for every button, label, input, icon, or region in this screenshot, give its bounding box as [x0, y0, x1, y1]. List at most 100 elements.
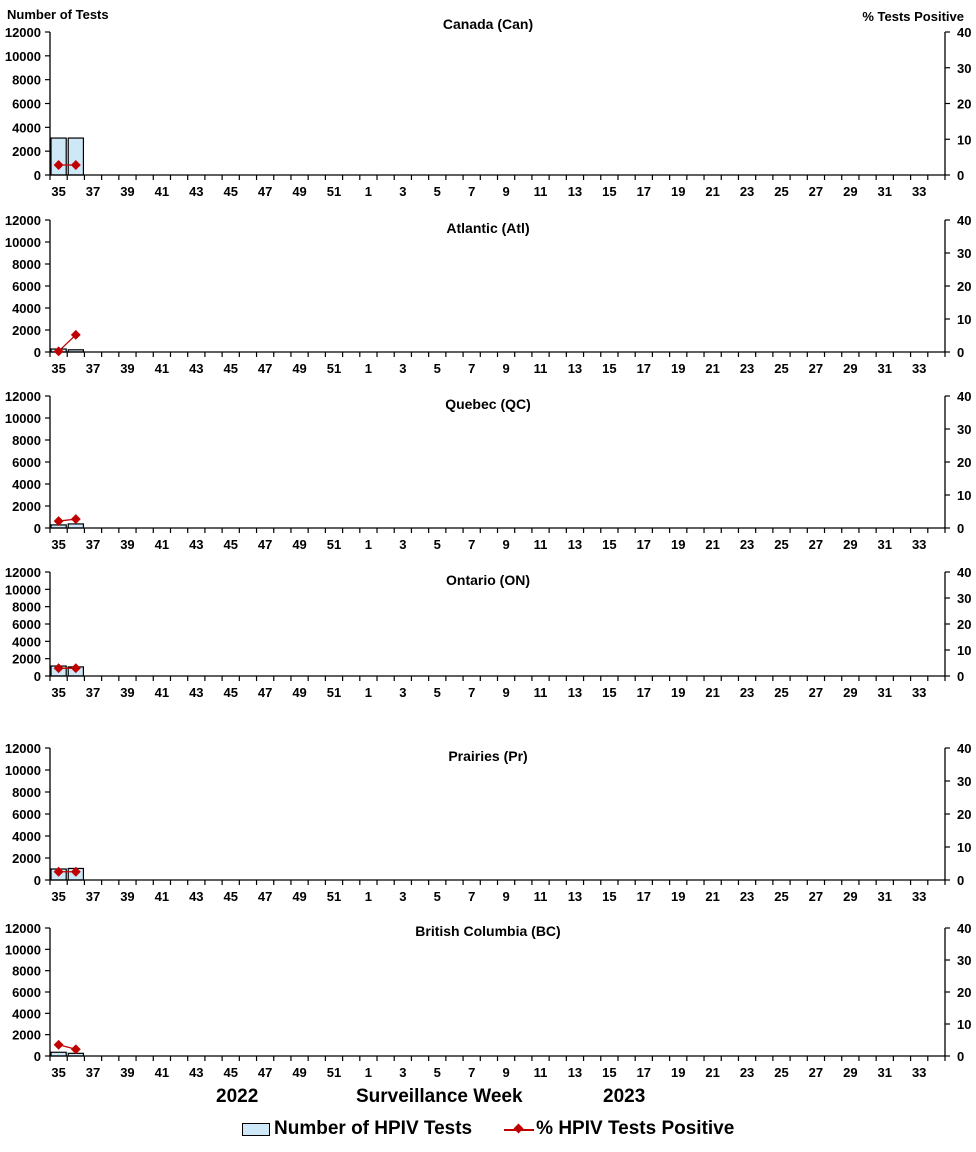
x-tick-label: 7 — [468, 184, 475, 199]
x-tick-label: 23 — [740, 889, 754, 904]
left-tick-label: 8000 — [12, 600, 41, 615]
x-tick-label: 1 — [365, 889, 372, 904]
left-axis-title: Number of Tests — [7, 7, 109, 22]
x-tick-label: 31 — [878, 537, 892, 552]
x-tick-label: 39 — [120, 537, 134, 552]
x-tick-label: 49 — [292, 1065, 306, 1080]
x-tick-label: 7 — [468, 537, 475, 552]
x-tick-label: 45 — [223, 1065, 237, 1080]
left-tick-label: 2000 — [12, 652, 41, 667]
left-tick-label: 4000 — [12, 634, 41, 649]
left-tick-label: 12000 — [5, 389, 41, 404]
panel-0: Canada (Can) 0 2000 4000 6000 8000 10000 12000 0… — [5, 16, 972, 199]
x-tick-label: 35 — [51, 685, 65, 700]
left-tick-label: 12000 — [5, 213, 41, 228]
x-tick-label: 9 — [502, 889, 509, 904]
right-tick-label: 20 — [957, 985, 971, 1000]
x-tick-label: 45 — [223, 184, 237, 199]
diamond-marker-icon — [53, 160, 64, 170]
line-marker-icon — [504, 1123, 535, 1135]
x-tick-label: 51 — [327, 184, 341, 199]
x-tick-label: 9 — [502, 685, 509, 700]
x-tick-label: 33 — [912, 537, 926, 552]
left-tick-label: 10000 — [5, 49, 41, 64]
x-tick-label: 27 — [809, 1065, 823, 1080]
right-tick-label: 0 — [957, 873, 964, 888]
left-tick-label: 2000 — [12, 851, 41, 866]
x-tick-label: 37 — [86, 537, 100, 552]
left-tick-label: 2000 — [12, 144, 41, 159]
panel-title: Prairies (Pr) — [448, 748, 527, 764]
right-tick-label: 30 — [957, 591, 971, 606]
x-tick-label: 21 — [705, 537, 719, 552]
right-tick-label: 10 — [957, 643, 971, 658]
left-tick-label: 8000 — [12, 433, 41, 448]
x-tick-label: 35 — [51, 184, 65, 199]
x-tick-label: 29 — [843, 1065, 857, 1080]
left-tick-label: 8000 — [12, 785, 41, 800]
x-tick-label: 5 — [434, 537, 441, 552]
left-tick-label: 12000 — [5, 741, 41, 756]
panel-4: Prairies (Pr) 0 2000 4000 6000 8000 10000 12000… — [5, 741, 972, 904]
right-tick-label: 40 — [957, 921, 971, 936]
x-tick-label: 9 — [502, 1065, 509, 1080]
diamond-marker-icon — [53, 866, 64, 877]
left-tick-label: 4000 — [12, 301, 41, 316]
x-tick-label: 19 — [671, 361, 685, 376]
x-tick-label: 37 — [86, 685, 100, 700]
x-tick-label: 15 — [602, 361, 616, 376]
diamond-marker-icon — [53, 1039, 64, 1050]
left-tick-label: 6000 — [12, 617, 41, 632]
left-tick-label: 2000 — [12, 323, 41, 338]
left-tick-label: 10000 — [5, 942, 41, 957]
x-tick-label: 9 — [502, 184, 509, 199]
x-tick-label: 25 — [774, 537, 788, 552]
x-tick-label: 41 — [155, 685, 169, 700]
right-tick-label: 30 — [957, 953, 971, 968]
x-tick-label: 35 — [51, 537, 65, 552]
left-tick-label: 6000 — [12, 97, 41, 112]
pct-positive-line — [58, 334, 77, 352]
x-tick-label: 25 — [774, 1065, 788, 1080]
x-tick-label: 29 — [843, 889, 857, 904]
x-tick-label: 47 — [258, 889, 272, 904]
x-tick-label: 25 — [774, 889, 788, 904]
left-tick-label: 6000 — [12, 455, 41, 470]
x-tick-label: 23 — [740, 184, 754, 199]
right-tick-label: 40 — [957, 389, 971, 404]
x-tick-label: 15 — [602, 685, 616, 700]
x-tick-label: 47 — [258, 537, 272, 552]
right-tick-label: 30 — [957, 774, 971, 789]
x-tick-label: 21 — [705, 361, 719, 376]
x-tick-label: 19 — [671, 889, 685, 904]
right-tick-label: 40 — [957, 565, 971, 580]
x-tick-label: 27 — [809, 889, 823, 904]
x-tick-label: 23 — [740, 537, 754, 552]
x-tick-label: 45 — [223, 361, 237, 376]
x-tick-label: 17 — [637, 685, 651, 700]
x-tick-label: 41 — [155, 361, 169, 376]
x-tick-label: 35 — [51, 889, 65, 904]
left-tick-label: 8000 — [12, 73, 41, 88]
x-tick-label: 33 — [912, 184, 926, 199]
left-tick-label: 0 — [34, 1049, 41, 1064]
x-tick-label: 31 — [878, 361, 892, 376]
x-tick-label: 45 — [223, 685, 237, 700]
x-tick-label: 1 — [365, 1065, 372, 1080]
x-tick-label: 51 — [327, 361, 341, 376]
left-tick-label: 0 — [34, 521, 41, 536]
left-tick-label: 4000 — [12, 829, 41, 844]
legend-item-bars: Number of HPIV Tests — [242, 1118, 472, 1140]
left-tick-label: 12000 — [5, 921, 41, 936]
left-tick-label: 10000 — [5, 235, 41, 250]
left-tick-label: 10000 — [5, 763, 41, 778]
x-tick-label: 19 — [671, 685, 685, 700]
diamond-marker-icon — [70, 514, 81, 525]
x-tick-label: 43 — [189, 537, 203, 552]
x-tick-label: 39 — [120, 685, 134, 700]
x-tick-label: 5 — [434, 361, 441, 376]
left-tick-label: 0 — [34, 168, 41, 183]
x-tick-label: 3 — [399, 184, 406, 199]
x-tick-label: 15 — [602, 537, 616, 552]
x-tick-label: 49 — [292, 537, 306, 552]
